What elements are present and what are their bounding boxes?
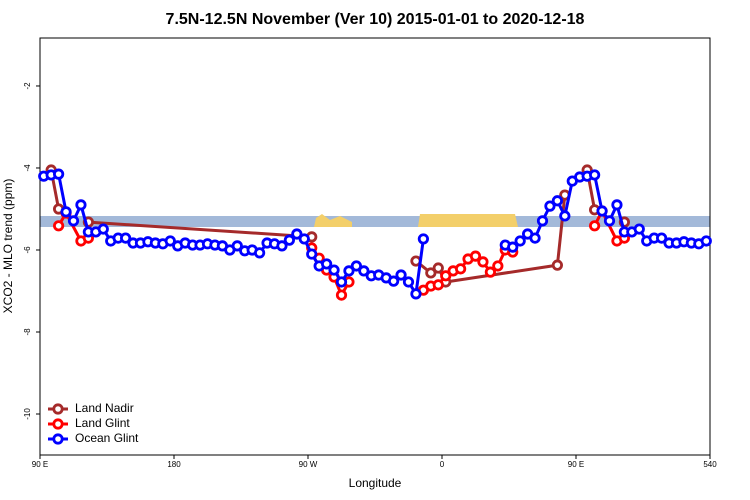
point: [328, 264, 340, 276]
x-tick-label: 0: [440, 460, 445, 469]
x-tick-label: 90 E: [32, 460, 48, 469]
point: [358, 265, 370, 277]
point: [596, 205, 608, 217]
point: [633, 223, 645, 235]
x-tick-label: 540: [703, 460, 717, 469]
point: [551, 195, 563, 207]
point: [611, 199, 623, 211]
point: [440, 270, 452, 282]
point: [283, 234, 295, 246]
point: [700, 235, 712, 247]
point: [603, 215, 616, 227]
point: [67, 215, 80, 227]
point: [455, 263, 467, 275]
point: [306, 248, 318, 260]
point: [544, 200, 556, 212]
point: [164, 235, 176, 247]
point: [529, 232, 541, 244]
point: [589, 169, 601, 181]
point: [231, 240, 243, 252]
point: [120, 232, 132, 244]
point: [477, 256, 489, 268]
point: [395, 269, 407, 281]
point: [417, 233, 429, 245]
point: [60, 206, 72, 218]
point: [469, 250, 482, 262]
plot-frame: [39, 37, 711, 456]
point: [514, 235, 526, 247]
point: [589, 220, 601, 232]
y-tick-label: -8: [23, 328, 32, 336]
point: [432, 279, 444, 291]
y-axis-label: XCO2 - MLO trend (ppm): [1, 179, 15, 314]
chart-title: 7.5N-12.5N November (Ver 10) 2015-01-01 …: [166, 11, 585, 28]
point: [53, 168, 65, 180]
point: [402, 276, 415, 288]
point: [507, 241, 519, 253]
legend-marker: [52, 403, 64, 415]
point: [75, 199, 87, 211]
point: [343, 265, 355, 277]
point: [97, 223, 109, 235]
legend-label: Ocean Glint: [75, 431, 139, 445]
point: [492, 260, 504, 272]
y-tick-label: -10: [23, 408, 32, 420]
x-tick-label: 90 W: [299, 460, 318, 469]
legend-label: Land Nadir: [75, 401, 134, 415]
point: [291, 228, 303, 240]
point: [559, 210, 571, 222]
x-tick-label: 90 E: [568, 460, 584, 469]
x-axis-label: Longitude: [349, 476, 402, 490]
point: [388, 275, 400, 287]
point: [321, 258, 333, 270]
point: [656, 232, 668, 244]
land-mask: [418, 214, 518, 227]
legend-marker: [52, 433, 64, 445]
y-tick-label: -4: [23, 164, 32, 172]
land-mask: [314, 214, 352, 227]
point: [425, 267, 437, 279]
y-tick-label: -6: [23, 246, 32, 254]
point: [53, 220, 65, 232]
point: [432, 262, 444, 274]
point: [254, 247, 266, 259]
point: [350, 260, 362, 272]
point: [276, 240, 288, 252]
point: [335, 276, 348, 288]
point: [410, 288, 422, 300]
land-ocean-band: [40, 216, 710, 227]
legend-marker: [52, 418, 64, 430]
y-tick-label: -2: [23, 82, 32, 90]
point: [536, 215, 549, 227]
point: [484, 266, 496, 278]
point: [335, 289, 348, 301]
point: [298, 233, 310, 245]
x-tick-label: 180: [167, 460, 181, 469]
point: [551, 259, 563, 271]
legend-label: Land Glint: [75, 416, 130, 430]
